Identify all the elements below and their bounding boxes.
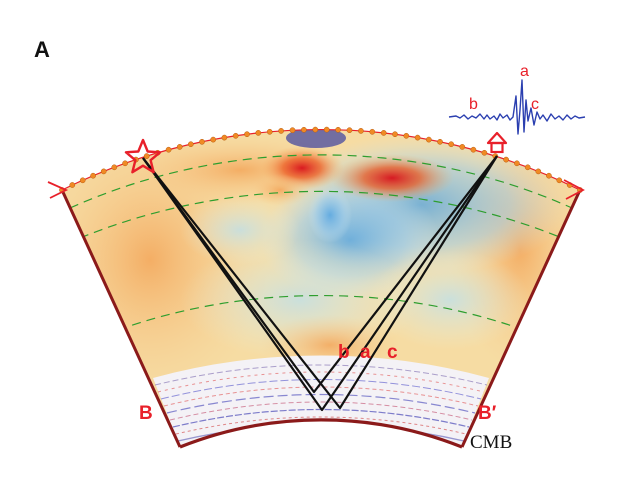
station-dot <box>403 132 410 139</box>
ray-label-b: b <box>338 342 350 363</box>
station-dot <box>244 131 250 138</box>
station-dot <box>358 128 364 134</box>
waveform-inset: a b c <box>448 63 586 135</box>
station-dot <box>481 149 488 156</box>
arrow-up-icon <box>486 131 508 154</box>
station-dot <box>335 126 341 133</box>
tomography-field <box>62 129 580 447</box>
station-dot <box>323 126 330 133</box>
ray-a <box>142 155 498 394</box>
waveform-label-b: b <box>469 96 478 113</box>
station-dot <box>312 126 319 133</box>
station-dot <box>266 128 273 135</box>
waveform-label-c: c <box>531 96 539 113</box>
station-dot <box>546 172 552 179</box>
station-dot <box>369 128 376 135</box>
cmb-label: CMB <box>470 432 512 453</box>
station-dot <box>514 160 520 167</box>
station-dot <box>414 134 421 141</box>
station-dot <box>122 160 128 167</box>
section-label-b: B <box>139 403 153 424</box>
station-dot <box>79 177 86 184</box>
station-dot <box>535 168 542 175</box>
station-dot <box>255 130 262 136</box>
ray-paths <box>142 155 498 412</box>
station-dot <box>524 164 531 171</box>
station-dot <box>176 144 183 150</box>
right-end-arrow-icon <box>563 179 585 200</box>
section-label-b-prime: B′ <box>478 403 497 424</box>
station-dot <box>69 182 76 188</box>
station-dot <box>165 146 172 153</box>
station-dot <box>210 136 217 143</box>
star-icon <box>124 138 162 174</box>
station-dot <box>199 138 205 145</box>
station-dot <box>459 144 466 150</box>
station-dot <box>425 136 432 143</box>
cmb-layer <box>153 355 489 447</box>
station-dot <box>221 134 228 141</box>
station-dot <box>187 141 194 148</box>
station-dot <box>278 128 284 134</box>
station-dot <box>289 127 296 134</box>
station-dot <box>100 168 107 175</box>
station-dot <box>470 146 477 153</box>
station-dot <box>437 138 443 145</box>
ray-c <box>142 155 498 410</box>
ray-b <box>142 155 498 412</box>
station-dot <box>556 177 563 184</box>
depth-contours <box>69 154 573 331</box>
station-dot <box>143 153 150 159</box>
station-dot <box>90 172 96 179</box>
station-dot <box>232 132 239 139</box>
station-dot <box>392 131 398 138</box>
left-end-arrow-icon <box>47 181 69 199</box>
panel-label: A <box>34 37 50 62</box>
section-outline <box>60 189 582 449</box>
station-dot <box>503 156 509 163</box>
ray-label-c: c <box>387 342 398 363</box>
station-dot <box>448 141 455 148</box>
station-dot <box>111 164 118 171</box>
ray-label-a: a <box>360 342 371 363</box>
waveform-trace <box>448 79 586 135</box>
surface-arc <box>61 129 581 191</box>
station-markers <box>59 126 583 193</box>
station-dot <box>301 126 307 133</box>
waveform-label-a: a <box>520 63 529 80</box>
station-dot <box>346 127 353 134</box>
station-dot <box>380 130 387 136</box>
